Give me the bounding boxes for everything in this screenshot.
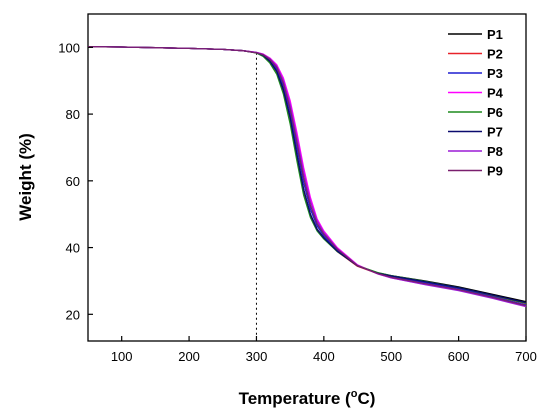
legend-label-p2: P2 xyxy=(487,47,503,62)
series-line-p3 xyxy=(87,46,527,306)
y-tick-label: 20 xyxy=(66,307,80,322)
legend: P1 P2 P3 P4 P6 P7 P8 P9 xyxy=(448,27,504,179)
x-tick-label: 400 xyxy=(313,349,335,364)
plot-area xyxy=(87,13,527,342)
x-tick-label: 100 xyxy=(111,349,133,364)
y-tick-label: 80 xyxy=(66,107,80,122)
series-line-p4 xyxy=(87,46,527,307)
y-tick-label: 40 xyxy=(66,241,80,256)
legend-label-p9: P9 xyxy=(487,164,503,179)
legend-label-p1: P1 xyxy=(487,27,503,42)
y-tick-label: 60 xyxy=(66,174,80,189)
legend-label-p3: P3 xyxy=(487,66,503,81)
x-tick-label: 600 xyxy=(448,349,470,364)
legend-label-p6: P6 xyxy=(487,105,503,120)
legend-label-p7: P7 xyxy=(487,125,503,140)
x-axis: 100 200 300 400 500 600 700 xyxy=(111,336,537,364)
x-tick-label: 200 xyxy=(178,349,200,364)
series-group xyxy=(87,46,527,308)
series-line-p2 xyxy=(87,46,527,305)
series-line-p6 xyxy=(87,46,527,304)
plot-frame xyxy=(87,13,527,342)
y-axis-title: Weight (%) xyxy=(16,133,35,221)
legend-label-p8: P8 xyxy=(487,144,503,159)
x-tick-label: 300 xyxy=(246,349,268,364)
x-tick-label: 700 xyxy=(515,349,537,364)
series-line-p7 xyxy=(87,46,527,304)
series-line-p1 xyxy=(87,46,527,303)
x-tick-label: 500 xyxy=(380,349,402,364)
x-axis-title: Temperature (oC) xyxy=(239,388,376,408)
x-axis-title-unit: o xyxy=(351,388,358,400)
series-line-p8 xyxy=(87,46,527,308)
legend-label-p4: P4 xyxy=(487,86,504,101)
x-axis-title-suffix: C) xyxy=(357,389,375,408)
x-axis-title-text: Temperature ( xyxy=(239,389,351,408)
y-axis: 20 40 60 80 100 xyxy=(58,40,93,322)
y-tick-label: 100 xyxy=(58,40,80,55)
series-line-p9 xyxy=(87,46,527,307)
